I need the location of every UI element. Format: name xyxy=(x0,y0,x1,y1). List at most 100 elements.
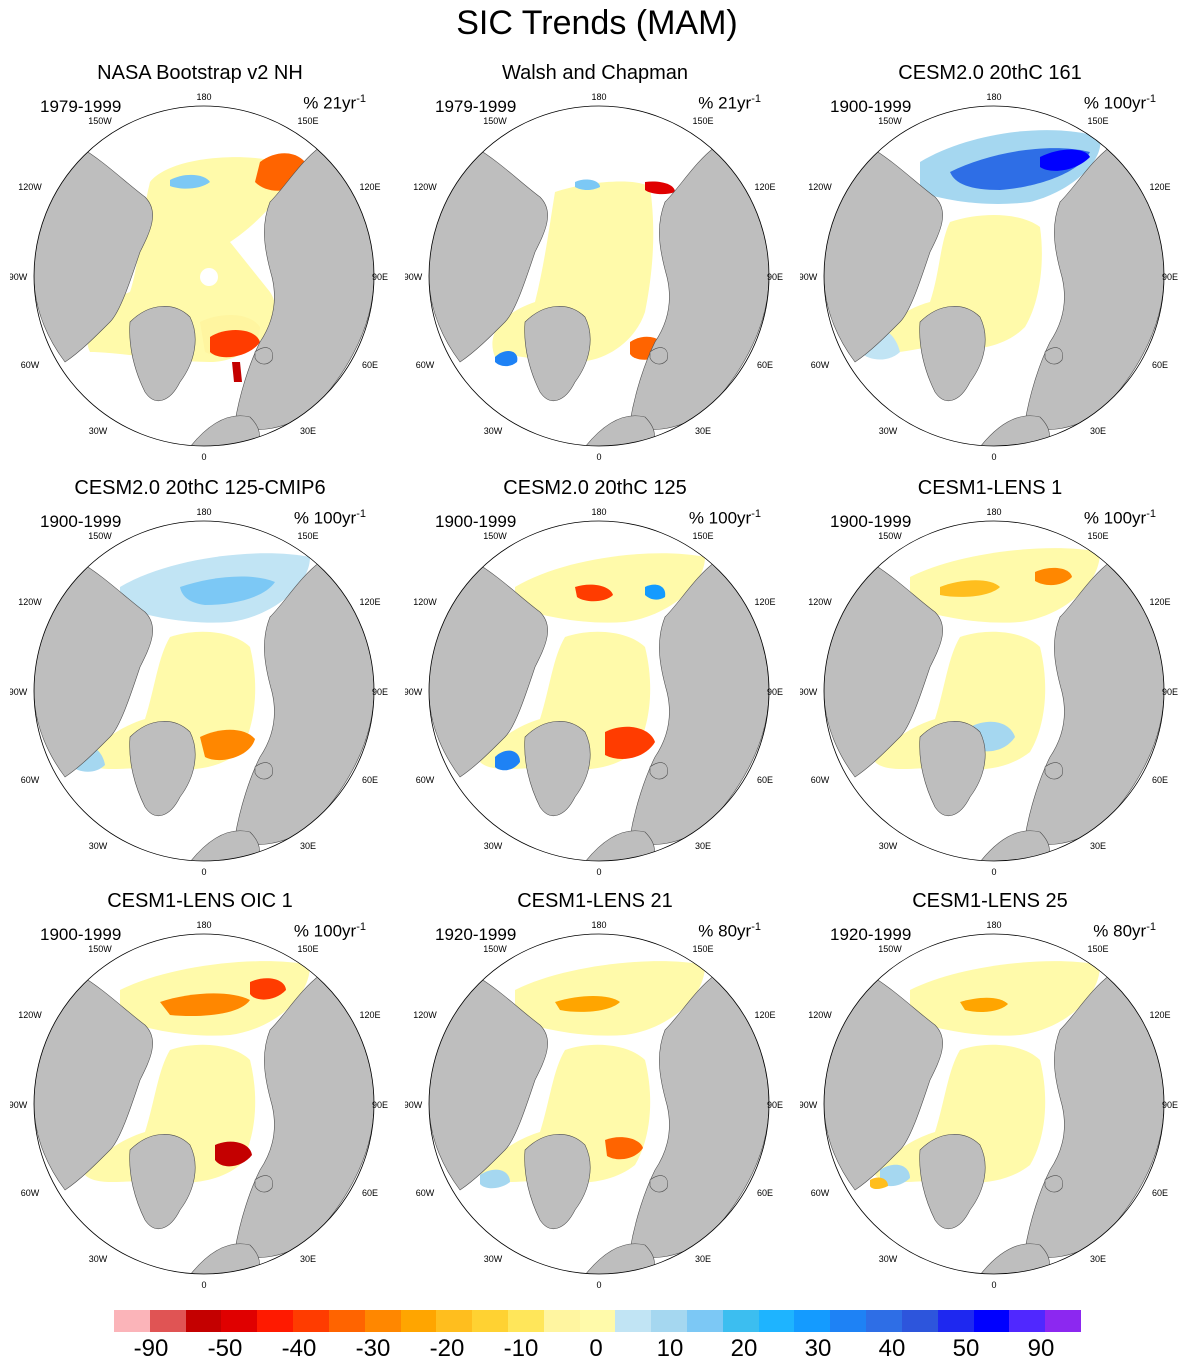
longitude-label: 180 xyxy=(986,920,1001,930)
longitude-label: 60W xyxy=(21,360,40,370)
sea-ice-trend-region xyxy=(215,1141,252,1167)
period-label: 1920-1999 xyxy=(830,925,912,944)
land-mass xyxy=(649,1175,668,1193)
longitude-label: 60E xyxy=(362,1188,378,1198)
longitude-label: 150E xyxy=(692,116,713,126)
land-mass xyxy=(919,721,986,816)
longitude-label: 30E xyxy=(300,841,316,851)
map-panel: 180 150W 150E 120W 120E 90W 90E 60W 60E 30W 30E 0 CE… xyxy=(405,890,785,1300)
longitude-label: 0 xyxy=(596,1280,601,1290)
longitude-label: 90W xyxy=(800,272,818,282)
longitude-label: 60E xyxy=(757,1188,773,1198)
longitude-label: 150E xyxy=(297,944,318,954)
land-mass xyxy=(649,347,668,365)
longitude-label: 0 xyxy=(991,867,996,877)
longitude-label: 150W xyxy=(88,944,112,954)
longitude-label: 180 xyxy=(591,507,606,517)
longitude-label: 120E xyxy=(754,182,775,192)
longitude-label: 150W xyxy=(483,944,507,954)
sea-ice-trend-region xyxy=(495,350,518,367)
units-label: % 21yr-1 xyxy=(303,93,366,113)
longitude-label: 30W xyxy=(879,841,898,851)
polar-map: 180 150W 150E 120W 120E 90W 90E 60W 60E 30W 30E 0 xyxy=(405,507,783,877)
land-mass xyxy=(189,415,260,446)
polar-map: 180 150W 150E 120W 120E 90W 90E 60W 60E 30W 30E 0 xyxy=(10,92,388,462)
colorbar-tick-label: -10 xyxy=(503,1335,539,1362)
panel-title: CESM1-LENS 25 xyxy=(912,890,1068,912)
sea-ice-trend-region xyxy=(200,729,255,761)
colorbar-swatch xyxy=(1009,1310,1046,1332)
longitude-label: 120W xyxy=(18,182,42,192)
longitude-label: 120W xyxy=(18,1010,42,1020)
longitude-label: 0 xyxy=(991,1280,996,1290)
sea-ice-trend-region xyxy=(605,726,655,759)
longitude-label: 90E xyxy=(372,687,388,697)
sea-ice-trend-region xyxy=(870,1177,888,1189)
polar-map: 180 150W 150E 120W 120E 90W 90E 60W 60E 30W 30E 0 xyxy=(800,920,1178,1290)
longitude-label: 0 xyxy=(596,867,601,877)
colorbar-swatch xyxy=(651,1310,688,1332)
longitude-label: 0 xyxy=(201,867,206,877)
longitude-label: 30W xyxy=(879,426,898,436)
panel-title: CESM2.0 20thC 125 xyxy=(503,477,687,499)
units-label: % 21yr-1 xyxy=(698,93,761,113)
longitude-label: 90E xyxy=(372,1100,388,1110)
sea-ice-trend-region xyxy=(232,362,242,382)
longitude-label: 120E xyxy=(359,1010,380,1020)
longitude-label: 30E xyxy=(695,841,711,851)
longitude-label: 0 xyxy=(991,452,996,462)
colorbar-swatch xyxy=(687,1310,724,1332)
figure-title: SIC Trends (MAM) xyxy=(456,4,738,42)
longitude-label: 90E xyxy=(1162,272,1178,282)
longitude-label: 30E xyxy=(695,1254,711,1264)
sea-ice-trend-region xyxy=(200,268,218,286)
longitude-label: 90E xyxy=(372,272,388,282)
longitude-label: 30E xyxy=(695,426,711,436)
longitude-label: 30E xyxy=(300,1254,316,1264)
longitude-label: 120E xyxy=(754,1010,775,1020)
colorbar-swatch xyxy=(1045,1310,1082,1332)
longitude-label: 150E xyxy=(692,531,713,541)
longitude-label: 60E xyxy=(362,360,378,370)
colorbar-swatch xyxy=(114,1310,151,1332)
colorbar-swatch xyxy=(866,1310,903,1332)
colorbar-tick-label: -50 xyxy=(207,1335,243,1362)
colorbar-swatch xyxy=(758,1310,795,1332)
colorbar-swatch xyxy=(937,1310,975,1332)
land-mass xyxy=(254,762,273,780)
colorbar-tick-label: 50 xyxy=(952,1335,980,1362)
colorbar-tick-label: -20 xyxy=(429,1335,465,1362)
units-label: % 80yr-1 xyxy=(698,921,761,941)
longitude-label: 150W xyxy=(878,116,902,126)
colorbar-swatch xyxy=(185,1310,222,1332)
land-mass xyxy=(979,415,1050,446)
colorbar xyxy=(114,1310,1082,1332)
longitude-label: 30E xyxy=(300,426,316,436)
longitude-label: 120E xyxy=(1149,182,1170,192)
sea-ice-trend-region xyxy=(180,576,275,605)
sea-ice-trend-region xyxy=(870,215,1042,353)
panel-title: CESM1-LENS OIC 1 xyxy=(107,890,293,912)
longitude-label: 120W xyxy=(413,1010,437,1020)
longitude-label: 150W xyxy=(88,116,112,126)
longitude-label: 30W xyxy=(89,1254,108,1264)
longitude-label: 180 xyxy=(591,92,606,102)
period-label: 1900-1999 xyxy=(40,925,122,944)
longitude-label: 150E xyxy=(1087,531,1108,541)
colorbar-tick-label: -40 xyxy=(281,1335,317,1362)
longitude-label: 90W xyxy=(405,687,423,697)
colorbar-tick-label: -30 xyxy=(355,1335,391,1362)
land-mass xyxy=(129,1134,196,1229)
land-mass xyxy=(254,347,273,365)
longitude-label: 30E xyxy=(1090,841,1106,851)
longitude-label: 180 xyxy=(986,507,1001,517)
land-mass xyxy=(584,1243,655,1274)
longitude-label: 120E xyxy=(1149,597,1170,607)
longitude-label: 90E xyxy=(767,272,783,282)
longitude-label: 120W xyxy=(18,597,42,607)
period-label: 1979-1999 xyxy=(435,97,517,116)
longitude-label: 120E xyxy=(359,597,380,607)
land-mass xyxy=(254,1175,273,1193)
colorbar-swatch xyxy=(722,1310,760,1332)
colorbar-swatch xyxy=(472,1310,509,1332)
